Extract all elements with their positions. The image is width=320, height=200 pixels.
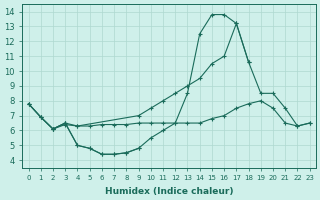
X-axis label: Humidex (Indice chaleur): Humidex (Indice chaleur) — [105, 187, 233, 196]
